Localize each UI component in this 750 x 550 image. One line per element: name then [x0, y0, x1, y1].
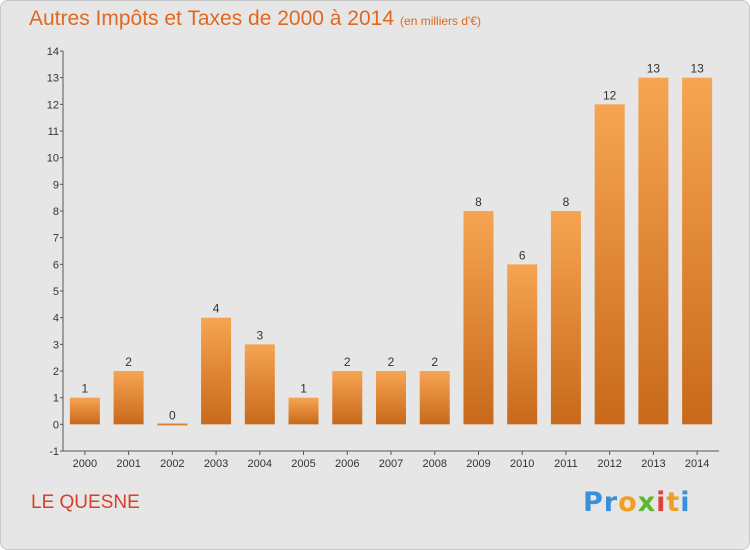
bar [376, 371, 406, 425]
logo-letter: r [603, 487, 619, 518]
bar-value-label: 6 [519, 248, 526, 262]
logo-letter: o [618, 487, 638, 518]
logo-letter: i [680, 487, 691, 518]
x-tick-label: 2010 [510, 458, 534, 470]
bar [682, 77, 713, 425]
bar [638, 77, 669, 425]
bar [550, 211, 581, 425]
bar [419, 371, 450, 425]
x-tick-label: 2004 [248, 458, 272, 470]
x-tick-label: 2008 [422, 458, 446, 470]
bar [507, 264, 538, 425]
bar [244, 344, 275, 425]
x-tick-label: 2014 [685, 458, 709, 470]
y-tick-label: 3 [53, 339, 59, 351]
x-tick-label: 2012 [597, 458, 621, 470]
bar-value-label: 8 [475, 195, 482, 209]
y-tick-label: 2 [53, 366, 59, 378]
x-tick-label: 2001 [116, 458, 140, 470]
bar-value-label: 2 [344, 355, 351, 369]
chart-title-main: Autres Impôts et Taxes de 2000 à 2014 [29, 7, 395, 30]
x-tick-label: 2013 [641, 458, 665, 470]
bar-value-label: 2 [388, 355, 395, 369]
bar [594, 104, 625, 425]
bar-value-label: 2 [125, 355, 132, 369]
y-tick-label: 11 [48, 126, 59, 138]
bar-value-label: 8 [563, 195, 570, 209]
bar [463, 211, 494, 425]
x-tick-label: 2006 [335, 458, 359, 470]
x-tick-label: 2000 [73, 458, 97, 470]
y-tick-label: 12 [47, 99, 59, 111]
proxiti-logo: Proxiti [583, 487, 691, 518]
bar-value-label: 2 [431, 355, 438, 369]
logo-letter: t [666, 487, 681, 518]
bar-value-label: 3 [256, 328, 263, 342]
chart-title: Autres Impôts et Taxes de 2000 à 2014 (en… [29, 7, 481, 31]
x-tick-label: 2002 [160, 458, 184, 470]
commune-name: LE QUESNE [31, 492, 140, 513]
y-tick-label: 14 [47, 46, 59, 58]
y-tick-label: 9 [53, 179, 59, 191]
y-tick-label: 4 [53, 313, 59, 325]
bar [69, 397, 100, 425]
x-tick-label: 2009 [466, 458, 490, 470]
bar [332, 371, 363, 425]
chart-title-unit: (en milliers d'€) [400, 14, 482, 28]
bar-value-label: 1 [300, 382, 307, 396]
bar-value-label: 4 [213, 302, 220, 316]
bar-value-label: 0 [169, 408, 176, 422]
bar [288, 397, 319, 425]
y-tick-label: 10 [47, 153, 59, 165]
logo-letter: P [583, 487, 604, 518]
logo-letter: i [656, 487, 667, 518]
y-tick-label: 8 [53, 206, 59, 218]
bar-value-label: 13 [647, 62, 661, 76]
bar [157, 423, 188, 426]
x-tick-label: 2003 [204, 458, 228, 470]
y-tick-label: -1 [49, 446, 59, 458]
x-tick-label: 2005 [291, 458, 315, 470]
bar-value-label: 12 [603, 88, 617, 102]
y-tick-label: 7 [53, 233, 59, 245]
y-tick-label: 5 [53, 286, 59, 298]
bar [113, 371, 144, 425]
x-tick-label: 2007 [379, 458, 403, 470]
bar-value-label: 13 [690, 62, 704, 76]
y-tick-label: 6 [53, 259, 59, 271]
x-tick-label: 2011 [554, 458, 578, 470]
logo-letter: x [637, 487, 657, 518]
y-tick-label: 0 [53, 419, 59, 431]
y-tick-label: 1 [53, 393, 59, 405]
y-tick-label: 13 [47, 73, 59, 85]
bar [201, 317, 232, 425]
bar-value-label: 1 [82, 382, 89, 396]
